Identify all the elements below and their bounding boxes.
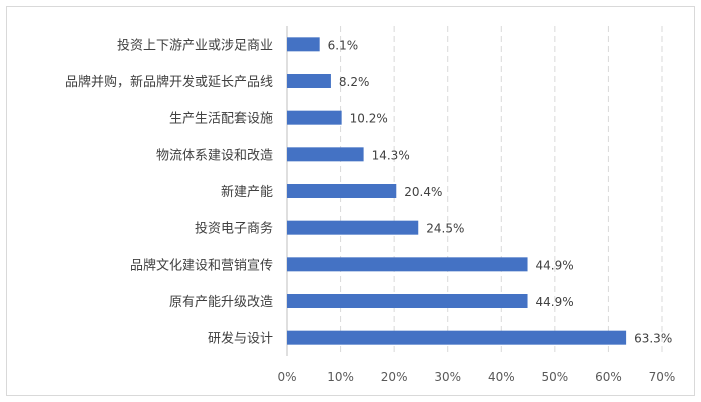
bar — [287, 220, 419, 235]
data-label: 10.2% — [350, 112, 388, 126]
data-label: 44.9% — [536, 295, 574, 309]
x-tick-label: 0% — [277, 370, 296, 384]
x-tick-label: 20% — [381, 370, 408, 384]
category-label: 品牌文化建设和营销宣传 — [130, 257, 273, 273]
x-tick-label: 30% — [434, 370, 461, 384]
category-label: 投资上下游产业或涉足商业 — [117, 37, 273, 53]
data-label: 44.9% — [536, 258, 574, 272]
bar — [287, 37, 320, 52]
category-label: 原有产能升级改造 — [169, 295, 273, 310]
bar — [287, 330, 627, 345]
data-label: 20.4% — [404, 185, 442, 199]
data-label: 6.1% — [328, 38, 359, 52]
bar — [287, 147, 364, 162]
data-label: 8.2% — [339, 75, 370, 89]
x-tick-label: 70% — [649, 370, 676, 384]
bar — [287, 294, 528, 308]
x-tick-label: 40% — [488, 370, 515, 384]
bar — [287, 74, 331, 88]
bar — [287, 184, 397, 198]
x-tick-label: 10% — [327, 370, 354, 384]
category-label: 研发与设计 — [208, 331, 273, 347]
x-tick-label: 50% — [542, 370, 569, 384]
category-label: 生产生活配套设施 — [169, 111, 273, 127]
bar — [287, 110, 342, 125]
category-label: 物流体系建设和改造 — [156, 148, 273, 163]
data-label: 24.5% — [426, 222, 464, 236]
category-label: 品牌并购，新品牌开发或延长产品线 — [65, 74, 273, 90]
category-label: 新建产能 — [221, 184, 273, 200]
bar — [287, 257, 528, 272]
data-label: 63.3% — [634, 332, 672, 346]
x-tick-label: 60% — [595, 370, 622, 384]
category-label: 投资电子商务 — [195, 221, 273, 237]
data-label: 14.3% — [372, 148, 410, 162]
